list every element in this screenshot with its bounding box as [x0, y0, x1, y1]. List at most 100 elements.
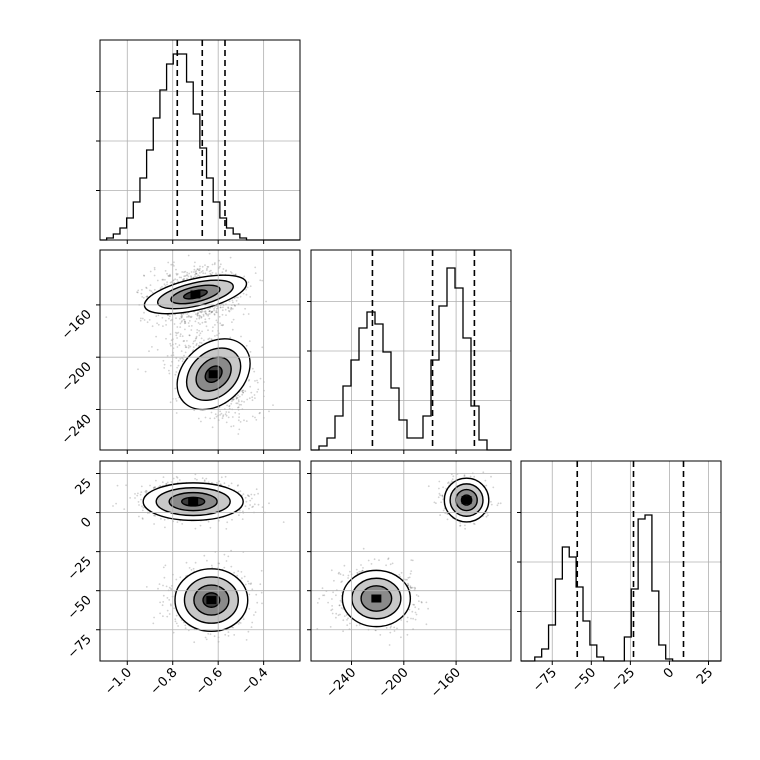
- sample-point: [141, 509, 144, 512]
- sample-point: [168, 599, 171, 601]
- sample-point: [218, 315, 221, 318]
- sample-point: [196, 478, 198, 481]
- sample-point: [459, 522, 461, 524]
- sample-point: [438, 480, 441, 483]
- sample-point: [251, 588, 254, 591]
- sample-point: [173, 261, 175, 264]
- sample-point: [253, 503, 256, 506]
- sample-point: [153, 514, 155, 517]
- sample-point: [176, 332, 178, 335]
- sample-point: [237, 433, 240, 435]
- sample-point: [255, 419, 258, 421]
- sample-point: [136, 291, 138, 293]
- sample-point: [178, 317, 181, 320]
- sample-point: [174, 278, 177, 281]
- sample-point: [459, 524, 462, 527]
- sample-point: [195, 273, 198, 275]
- sample-point: [199, 524, 202, 527]
- sample-point: [190, 569, 193, 571]
- sample-point: [238, 514, 240, 517]
- sample-point: [253, 370, 256, 373]
- histogram-step-0: [100, 53, 300, 241]
- sample-point: [156, 348, 159, 351]
- sample-point: [145, 287, 148, 289]
- sample-point: [164, 319, 167, 322]
- sample-point: [485, 515, 488, 518]
- sample-point: [373, 558, 376, 561]
- sample-point: [272, 404, 274, 406]
- sample-point: [198, 272, 201, 274]
- sample-point: [175, 412, 178, 414]
- sample-point: [151, 346, 153, 348]
- sample-point: [469, 475, 472, 478]
- sample-point: [409, 572, 412, 575]
- sample-point: [247, 379, 250, 382]
- sample-point: [248, 378, 251, 381]
- sample-point: [200, 310, 203, 313]
- sample-point: [205, 638, 208, 641]
- sample-point: [414, 611, 417, 614]
- sample-point: [165, 324, 168, 326]
- density-peak: [188, 497, 199, 506]
- sample-point: [231, 400, 233, 403]
- sample-point: [337, 614, 340, 617]
- sample-point: [174, 387, 177, 390]
- sample-point: [245, 639, 248, 641]
- sample-point: [199, 310, 201, 313]
- sample-point: [170, 604, 172, 607]
- sample-point: [222, 415, 225, 418]
- sample-point: [190, 271, 193, 273]
- sample-point: [144, 370, 147, 373]
- sample-point: [204, 416, 207, 419]
- sample-point: [265, 300, 267, 303]
- sample-point: [199, 323, 201, 325]
- sample-point: [141, 518, 144, 520]
- sample-point: [335, 612, 338, 615]
- sample-point: [201, 321, 204, 324]
- sample-point: [221, 324, 224, 327]
- sample-point: [243, 575, 246, 578]
- sample-point: [202, 315, 205, 317]
- sample-point: [339, 613, 341, 616]
- sample-point: [178, 479, 181, 481]
- sample-point: [248, 340, 251, 342]
- sample-point: [204, 318, 207, 321]
- sample-point: [218, 246, 220, 248]
- sample-point: [140, 498, 142, 501]
- sample-point: [174, 620, 177, 623]
- sample-point: [260, 569, 263, 572]
- sample-point: [201, 310, 204, 313]
- sample-point: [175, 578, 178, 581]
- sample-point: [225, 411, 228, 413]
- sample-point: [192, 340, 195, 343]
- sample-point: [186, 277, 188, 280]
- axes-frame: [99, 39, 301, 241]
- sample-point: [463, 474, 466, 476]
- sample-point: [145, 286, 148, 289]
- sample-point: [145, 295, 148, 298]
- sample-point: [237, 570, 240, 572]
- sample-point: [230, 425, 233, 428]
- sample-point: [188, 325, 191, 327]
- sample-point: [361, 569, 364, 572]
- sample-point: [195, 270, 198, 272]
- sample-point: [215, 272, 217, 275]
- sample-point: [238, 621, 241, 624]
- sample-point: [219, 263, 222, 266]
- sample-point: [169, 273, 171, 276]
- sample-point: [244, 496, 247, 499]
- sample-point: [231, 416, 234, 418]
- sample-point: [231, 321, 233, 323]
- sample-point: [179, 335, 182, 337]
- sample-point: [200, 311, 203, 314]
- sample-point: [115, 502, 117, 505]
- sample-point: [170, 339, 173, 342]
- sample-point: [176, 346, 179, 348]
- sample-point: [146, 321, 149, 324]
- sample-point: [168, 275, 170, 277]
- sample-point: [182, 313, 185, 315]
- sample-point: [242, 391, 245, 394]
- sample-point: [195, 272, 197, 275]
- sample-point: [438, 492, 441, 495]
- sample-point: [225, 270, 227, 273]
